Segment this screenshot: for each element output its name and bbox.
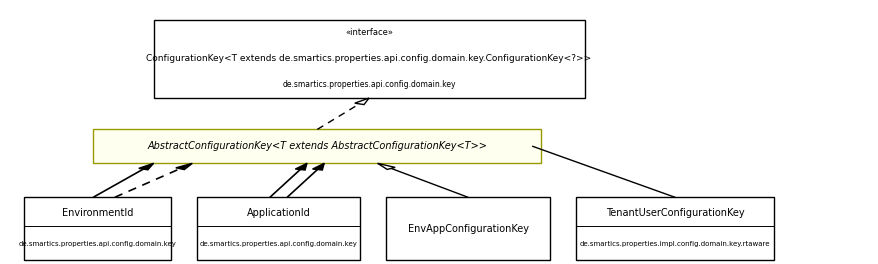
- Bar: [385, 197, 550, 260]
- Text: EnvironmentId: EnvironmentId: [61, 208, 133, 218]
- Bar: [575, 197, 774, 260]
- Text: de.smartics.properties.impl.config.domain.key.rtaware: de.smartics.properties.impl.config.domai…: [579, 241, 769, 247]
- Polygon shape: [313, 163, 324, 170]
- Text: TenantUserConfigurationKey: TenantUserConfigurationKey: [605, 208, 744, 218]
- Text: ConfigurationKey<T extends de.smartics.properties.api.config.domain.key.Configur: ConfigurationKey<T extends de.smartics.p…: [147, 54, 591, 63]
- Polygon shape: [378, 163, 395, 169]
- Polygon shape: [176, 163, 192, 169]
- Text: ApplicationId: ApplicationId: [247, 208, 310, 218]
- Bar: [93, 129, 541, 163]
- Polygon shape: [355, 98, 369, 105]
- Bar: [154, 20, 584, 98]
- Bar: [197, 197, 360, 260]
- Bar: [25, 197, 170, 260]
- Text: de.smartics.properties.api.config.domain.key: de.smartics.properties.api.config.domain…: [282, 81, 456, 89]
- Text: de.smartics.properties.api.config.domain.key: de.smartics.properties.api.config.domain…: [18, 241, 176, 247]
- Text: AbstractConfigurationKey<T extends AbstractConfigurationKey<T>>: AbstractConfigurationKey<T extends Abstr…: [148, 141, 486, 151]
- Text: «interface»: «interface»: [345, 28, 392, 37]
- Polygon shape: [295, 163, 306, 170]
- Text: EnvAppConfigurationKey: EnvAppConfigurationKey: [407, 224, 528, 234]
- Polygon shape: [139, 163, 154, 170]
- Text: de.smartics.properties.api.config.domain.key: de.smartics.properties.api.config.domain…: [199, 241, 357, 247]
